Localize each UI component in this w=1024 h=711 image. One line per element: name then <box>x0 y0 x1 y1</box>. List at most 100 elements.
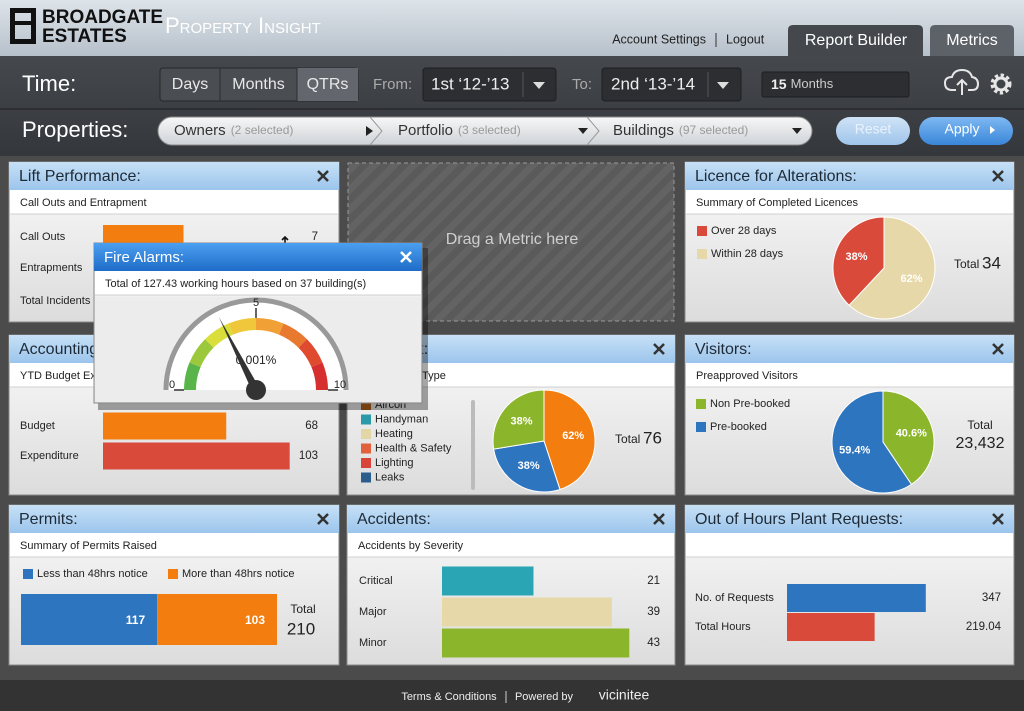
footer-text: Powered by <box>515 691 574 703</box>
logo-icon <box>10 8 36 44</box>
filter-name[interactable]: Buildings <box>613 122 674 139</box>
category-label: Total Incidents <box>20 295 91 307</box>
bar <box>442 628 630 658</box>
close-button[interactable] <box>653 513 665 525</box>
legend-swatch <box>361 472 371 483</box>
bar <box>787 613 875 641</box>
slice-label: 38% <box>510 416 532 428</box>
dropdown-arrow[interactable] <box>366 126 373 136</box>
legend-label: More than 48hrs notice <box>182 568 295 580</box>
close-button[interactable] <box>992 513 1004 525</box>
settings-icon[interactable] <box>990 73 1012 95</box>
filter-selection[interactable]: (3 selected) <box>458 123 521 137</box>
filter[interactable]: Buildings (97 selected) <box>613 122 748 139</box>
button-label[interactable]: Apply <box>944 121 979 137</box>
row-label: Time: <box>22 71 76 96</box>
button-label[interactable]: Reset <box>855 121 892 137</box>
span-box <box>761 71 910 98</box>
separator <box>369 116 383 146</box>
legend-swatch <box>696 422 706 432</box>
close-button[interactable] <box>653 343 665 355</box>
drop-zone-label: Drag a Metric here <box>446 231 579 248</box>
widget-subtitle: Summary of Completed Licences <box>696 197 859 209</box>
slice-label: 62% <box>900 273 922 285</box>
filter-selection[interactable]: (2 selected) <box>231 123 294 137</box>
stacked-bar <box>21 594 158 645</box>
period-option: Months <box>232 76 284 93</box>
widget-subheader <box>10 533 338 557</box>
gauge-tick-label: 0 <box>169 379 175 391</box>
filter[interactable]: Owners (2 selected) <box>174 122 293 139</box>
close-button[interactable] <box>317 170 329 182</box>
total-label: Total <box>290 602 315 616</box>
filter[interactable]: Portfolio (3 selected) <box>398 122 521 139</box>
tab[interactable] <box>788 25 923 56</box>
footer-link[interactable]: Terms & Conditions <box>401 691 497 703</box>
legend-label: Within 28 days <box>711 248 784 260</box>
apply-button[interactable] <box>919 117 1013 145</box>
from-value[interactable]: 1st ‘12-’13 <box>431 74 509 93</box>
from-label: From: <box>373 76 412 93</box>
widget-subheader <box>686 190 1013 214</box>
close-button[interactable] <box>992 343 1004 355</box>
link[interactable]: Logout <box>726 32 765 46</box>
app-title: Property Insight <box>165 13 321 38</box>
to-dropdown[interactable] <box>601 67 742 102</box>
widget-subheader <box>686 363 1013 387</box>
legend-label: Leaks <box>375 471 405 483</box>
period-selected[interactable] <box>297 68 358 101</box>
to-value[interactable]: 2nd ‘13-’14 <box>611 74 695 93</box>
widget-subheader <box>95 271 421 295</box>
dropdown-arrow[interactable] <box>717 82 729 89</box>
slice-label: 62% <box>562 430 584 442</box>
slice-label: 40.6% <box>896 427 927 439</box>
close-button[interactable] <box>400 251 412 263</box>
reset-button[interactable] <box>836 117 910 145</box>
filter-selection[interactable]: (97 selected) <box>679 123 748 137</box>
gauge-hub <box>246 380 266 400</box>
total-value: 23,432 <box>956 435 1005 452</box>
close-button[interactable] <box>992 170 1004 182</box>
widget-title: Permits: <box>19 511 78 528</box>
stacked-bar <box>157 594 277 645</box>
filter-name[interactable]: Owners <box>174 122 226 139</box>
widget-header <box>9 505 339 533</box>
legend-label: Over 28 days <box>711 225 777 237</box>
pie-slice <box>848 216 936 320</box>
total-label: Total <box>615 432 640 446</box>
brand: BROADGATE <box>42 7 163 28</box>
tab-label[interactable]: Report Builder <box>805 32 908 49</box>
tab-active[interactable] <box>930 25 1014 56</box>
legend-label: Health & Safety <box>375 442 452 454</box>
bar <box>442 566 534 596</box>
pie-slice <box>832 216 885 306</box>
gauge-tick-label: 10 <box>334 379 346 391</box>
widget-subheader <box>686 533 1013 557</box>
legend-label: Handyman <box>375 413 428 425</box>
filter-name[interactable]: Portfolio <box>398 122 453 139</box>
apply-arrow <box>990 126 995 134</box>
category-label: Call Outs <box>20 231 66 243</box>
close-button[interactable] <box>317 513 329 525</box>
category-label: Minor <box>359 637 387 649</box>
scrollbar[interactable] <box>471 400 475 490</box>
legend-label: Lighting <box>375 457 414 469</box>
dropdown-arrow[interactable] <box>578 128 588 134</box>
widget-subheader <box>10 190 338 214</box>
legend-label: Less than 48hrs notice <box>37 568 148 580</box>
upload-icon[interactable] <box>943 68 980 95</box>
legend-swatch <box>361 458 371 468</box>
gauge-value: 0.001% <box>236 353 277 367</box>
bar <box>103 442 290 470</box>
tab-label[interactable]: Metrics <box>946 32 998 49</box>
dropdown-arrow[interactable] <box>792 128 802 134</box>
widget-subheader <box>348 533 674 557</box>
legend-swatch <box>168 569 178 579</box>
value-label: 21 <box>647 575 660 587</box>
dropdown-arrow[interactable] <box>533 82 545 89</box>
link[interactable]: Account Settings <box>612 32 706 46</box>
to-label: To: <box>572 76 592 93</box>
